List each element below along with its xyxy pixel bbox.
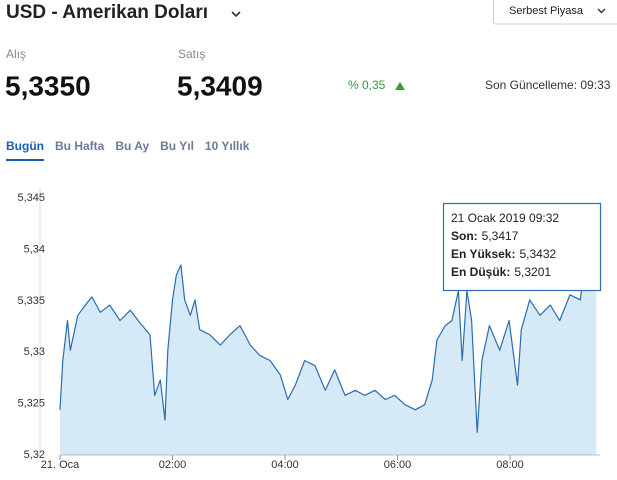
change-up-icon [395, 82, 405, 90]
y-tick-label: 5,33 [24, 346, 45, 358]
x-tick-label: 21. Oca [41, 459, 80, 471]
y-tick-label: 5,32 [24, 449, 45, 461]
y-tick-label: 5,325 [17, 398, 45, 410]
period-tab[interactable]: Bu Hafta [55, 139, 105, 153]
tooltip-row-value: 5,3432 [519, 247, 556, 261]
x-tick-label: 04:00 [271, 459, 299, 471]
sell-price: 5,3409 [177, 70, 263, 101]
last-update: Son Güncelleme: 09:33 [485, 78, 611, 92]
title-chevron[interactable] [231, 11, 241, 18]
y-tick-label: 5,34 [24, 244, 45, 256]
period-tab[interactable]: Bu Yıl [160, 139, 194, 153]
period-tabs: Bugün Bu Hafta Bu Ay Bu Yıl 10 Yıllık [6, 139, 250, 161]
y-tick-label: 5,345 [17, 192, 45, 204]
tooltip-box [442, 202, 602, 292]
chart: 5,32 5,325 5,33 5,335 5,34 5,345 21. Oca 02:00 0… [17, 188, 602, 471]
sell-label: Satış [178, 47, 205, 61]
market-chevron[interactable] [597, 8, 606, 14]
tooltip-row-label: Son: [451, 229, 478, 243]
market-dropdown[interactable] [493, 0, 617, 25]
market-dropdown-label[interactable]: Serbest Piyasa [509, 5, 584, 17]
tooltip-date: 21 Ocak 2019 09:32 [451, 211, 559, 225]
period-tab[interactable]: Bugün [6, 139, 44, 153]
price-area [60, 210, 597, 455]
x-tick-label: 02:00 [159, 459, 187, 471]
y-tick-label: 5,335 [17, 295, 45, 307]
buy-label: Alış [6, 47, 26, 61]
period-tab[interactable]: Bu Ay [115, 139, 149, 153]
x-tick-label: 06:00 [384, 459, 412, 471]
change-percent: % 0,35 [348, 78, 386, 92]
period-tab[interactable]: 10 Yıllık [205, 139, 250, 153]
x-tick-label: 08:00 [496, 459, 524, 471]
tooltip-row-value: 5,3417 [482, 229, 519, 243]
price-line [59, 210, 597, 433]
page-title: USD - Amerikan Doları [6, 2, 208, 23]
tooltip-row-label: En Yüksek: [451, 247, 515, 261]
active-tab-underline [6, 159, 44, 161]
tooltip-row-value: 5,3201 [514, 265, 551, 279]
tooltip-row-label: En Düşük: [451, 265, 510, 279]
buy-price: 5,3350 [5, 70, 91, 101]
tooltip: 21 Ocak 2019 09:32 Son: 5,3417 En Yüksek: 5… [442, 202, 602, 292]
